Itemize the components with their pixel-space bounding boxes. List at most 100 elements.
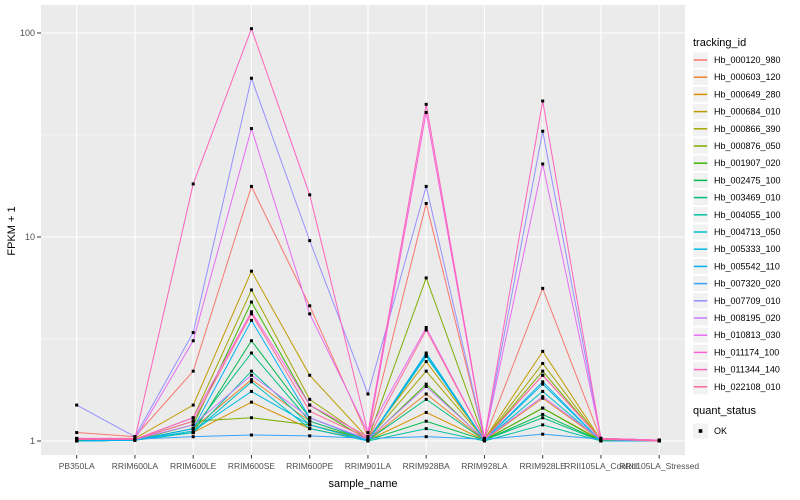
legend-title-tracking-id: tracking_id bbox=[693, 37, 746, 49]
data-point bbox=[308, 239, 312, 243]
data-point bbox=[366, 431, 370, 435]
data-point bbox=[191, 423, 195, 427]
data-point bbox=[75, 403, 79, 407]
data-point bbox=[308, 312, 312, 316]
data-point bbox=[541, 382, 545, 386]
data-point bbox=[191, 416, 195, 420]
data-point bbox=[249, 127, 253, 131]
data-point bbox=[424, 369, 428, 373]
x-tick-label: RRIM928BA bbox=[403, 461, 451, 471]
data-point bbox=[541, 412, 545, 416]
data-point bbox=[249, 380, 253, 384]
data-point bbox=[424, 102, 428, 106]
x-tick-label: RRIM600LA bbox=[112, 461, 159, 471]
legend-item-label: Hb_000120_980 bbox=[714, 55, 781, 65]
data-point bbox=[249, 269, 253, 273]
data-point bbox=[541, 129, 545, 133]
data-point bbox=[541, 349, 545, 353]
data-point bbox=[482, 437, 486, 441]
data-point bbox=[249, 389, 253, 393]
data-point bbox=[657, 439, 661, 443]
data-point bbox=[599, 439, 603, 443]
data-point bbox=[249, 433, 253, 437]
data-point bbox=[133, 435, 137, 439]
x-tick-label: RRIM600LE bbox=[170, 461, 217, 471]
data-point bbox=[308, 409, 312, 413]
data-point bbox=[308, 416, 312, 420]
data-point bbox=[191, 427, 195, 431]
legend-item-label: Hb_004713_050 bbox=[714, 227, 781, 237]
y-tick-label: 10 bbox=[25, 232, 35, 242]
data-point bbox=[366, 436, 370, 440]
data-point bbox=[249, 318, 253, 322]
legend-item-label: Hb_010813_030 bbox=[714, 330, 781, 340]
data-point bbox=[424, 384, 428, 388]
data-point bbox=[541, 373, 545, 377]
data-point bbox=[424, 201, 428, 205]
data-point bbox=[249, 416, 253, 420]
data-point bbox=[249, 378, 253, 382]
data-point bbox=[249, 400, 253, 404]
data-point bbox=[249, 27, 253, 31]
data-point bbox=[249, 76, 253, 80]
data-point bbox=[249, 312, 253, 316]
legend-item-label: Hb_011174_100 bbox=[714, 347, 779, 357]
data-point bbox=[541, 423, 545, 427]
legend-item-label: Hb_003469_010 bbox=[714, 193, 781, 203]
legend-item-label: Hb_000649_280 bbox=[714, 89, 781, 99]
data-point bbox=[308, 419, 312, 423]
y-tick-label: 100 bbox=[20, 28, 35, 38]
data-point bbox=[249, 351, 253, 355]
data-point bbox=[308, 373, 312, 377]
x-tick-label: RRII105LA_Control bbox=[564, 461, 638, 471]
data-point bbox=[308, 397, 312, 401]
data-point bbox=[424, 184, 428, 188]
data-point bbox=[366, 392, 370, 396]
x-tick-label: RRIM928LA bbox=[461, 461, 508, 471]
x-tick-label: RRIM901LA bbox=[345, 461, 392, 471]
data-point bbox=[191, 429, 195, 433]
data-point bbox=[191, 431, 195, 435]
data-point bbox=[541, 369, 545, 373]
data-point bbox=[541, 380, 545, 384]
quant-status-ok-point-icon bbox=[698, 429, 703, 433]
x-axis-title: sample_name bbox=[328, 478, 397, 490]
data-point bbox=[424, 354, 428, 358]
legend-item-label: Hb_000603_120 bbox=[714, 72, 781, 82]
legend-item-label: Hb_008195_020 bbox=[714, 313, 781, 323]
data-point bbox=[424, 353, 428, 357]
data-point bbox=[541, 162, 545, 166]
legend-item-label: Hb_007709_010 bbox=[714, 296, 781, 306]
data-point bbox=[541, 406, 545, 410]
data-point bbox=[75, 439, 79, 443]
legend-item-label: Hb_000866_390 bbox=[714, 124, 781, 134]
data-point bbox=[191, 403, 195, 407]
data-point bbox=[191, 339, 195, 343]
legend-item-label: Hb_005333_100 bbox=[714, 244, 781, 254]
data-point bbox=[541, 361, 545, 365]
data-point bbox=[424, 392, 428, 396]
data-point bbox=[249, 373, 253, 377]
x-tick-label: RRIM600PE bbox=[286, 461, 334, 471]
data-point bbox=[308, 193, 312, 197]
data-point bbox=[249, 310, 253, 314]
quant-status-ok-label: OK bbox=[714, 426, 727, 436]
data-point bbox=[599, 437, 603, 441]
data-point bbox=[249, 184, 253, 188]
data-point bbox=[424, 397, 428, 401]
data-point bbox=[424, 435, 428, 439]
x-tick-label: PB350LA bbox=[59, 461, 95, 471]
data-point bbox=[541, 432, 545, 436]
legend-item-label: Hb_000684_010 bbox=[714, 107, 781, 117]
data-point bbox=[424, 276, 428, 280]
data-point bbox=[424, 110, 428, 114]
legend-title-quant-status: quant_status bbox=[693, 405, 756, 417]
data-point bbox=[424, 382, 428, 386]
data-point bbox=[249, 300, 253, 304]
data-point bbox=[308, 427, 312, 431]
data-point bbox=[424, 326, 428, 330]
y-axis-title: FPKM + 1 bbox=[6, 206, 18, 255]
data-point bbox=[308, 403, 312, 407]
data-point bbox=[366, 435, 370, 439]
